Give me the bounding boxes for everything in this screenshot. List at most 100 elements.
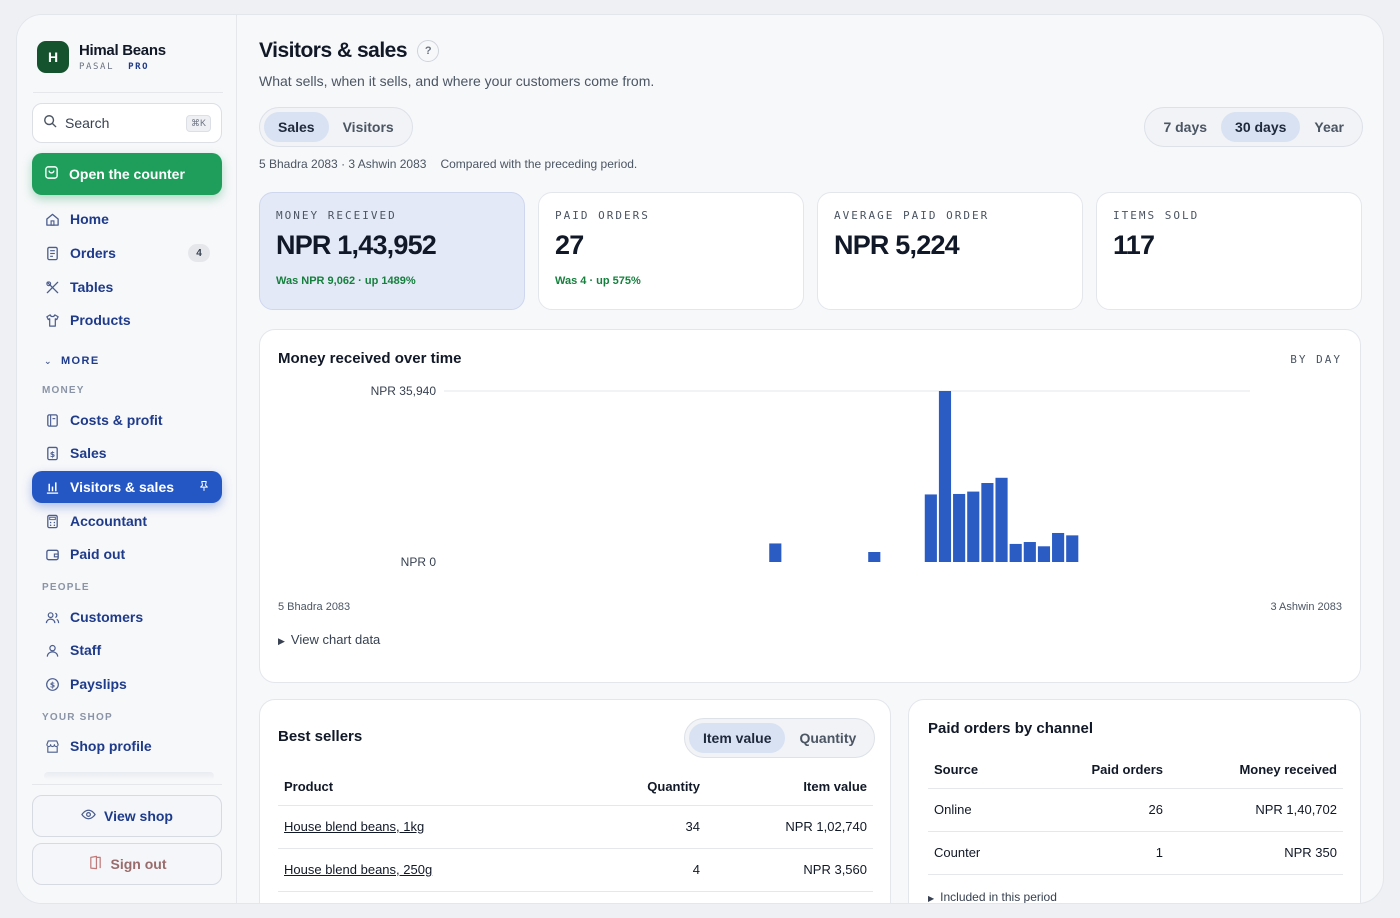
view-shop-button[interactable]: View shop [32, 795, 222, 837]
brand-logo: H [37, 41, 69, 73]
product-link[interactable]: House blend beans, 1kg [284, 819, 425, 834]
disclosure-triangle-icon: ▶ [278, 636, 285, 646]
col-paid-orders: Paid orders [1091, 762, 1163, 777]
open-counter-button[interactable]: Open the counter [32, 153, 222, 195]
col-source: Source [934, 762, 979, 777]
channel-orders: 26 [1148, 802, 1163, 817]
divider [32, 784, 222, 785]
section-money: MONEY [42, 385, 85, 396]
tab-sales[interactable]: Sales [264, 112, 329, 142]
channel-source: Counter [934, 845, 981, 860]
chart-bar[interactable] [1066, 535, 1079, 562]
tab-quantity[interactable]: Quantity [799, 730, 857, 746]
chart-bar[interactable] [938, 391, 952, 562]
chart-bar[interactable] [1037, 546, 1051, 562]
search-label: Search [65, 115, 110, 131]
sidebar: H Himal Beans PASAL PRO Search ⌘K Open t… [17, 15, 237, 903]
section-your-shop: YOUR SHOP [42, 712, 113, 723]
faded-nav-item [44, 772, 214, 780]
nav-visitors-sales[interactable]: Visitors & sales [32, 471, 222, 503]
brand[interactable]: H Himal Beans PASAL PRO [37, 41, 166, 73]
nav-products[interactable]: Products [32, 305, 222, 335]
chart-bar[interactable] [995, 477, 1008, 562]
help-icon[interactable]: ? [417, 40, 440, 62]
nav-orders[interactable]: Orders 4 [32, 238, 222, 268]
nav-customers[interactable]: Customers [32, 602, 222, 632]
kpi-average-paid-order[interactable]: AVERAGE PAID ORDER NPR 5,224 [817, 192, 1083, 310]
nav-paid-out[interactable]: Paid out [32, 539, 222, 569]
sign-out-button[interactable]: Sign out [32, 843, 222, 885]
divider [278, 848, 873, 849]
col-item-value[interactable]: Item value [803, 779, 867, 794]
pin-icon[interactable] [198, 479, 210, 495]
period-range: 5 Bhadra 2083 · 3 Ashwin 2083 [259, 157, 427, 171]
sign-out-label: Sign out [110, 856, 167, 872]
product-value: NPR 1,02,740 [785, 819, 867, 834]
chart-bar[interactable] [967, 491, 980, 562]
kpi-delta: Was NPR 9,062 · up 1489% [276, 275, 416, 287]
chart-bar[interactable] [769, 543, 782, 562]
chart-bar[interactable] [1052, 532, 1065, 562]
home-icon [44, 211, 60, 227]
channels-card: Paid orders by channel Source Paid order… [908, 699, 1361, 903]
users-icon [44, 609, 60, 625]
money-chart-card: Money received over time BY DAY NPR 35,9… [259, 329, 1361, 683]
range-tabs: 7 days 30 days Year [1144, 107, 1363, 147]
best-sellers-card: Best sellers Item value Quantity Product… [259, 699, 891, 903]
nav-tables[interactable]: Tables [32, 272, 222, 302]
chart-bar[interactable] [1023, 542, 1036, 562]
tab-7-days[interactable]: 7 days [1163, 119, 1208, 135]
user-icon [44, 642, 60, 658]
chart-bar[interactable] [981, 483, 994, 562]
tab-30-days[interactable]: 30 days [1221, 112, 1301, 142]
bar-chart-icon [44, 479, 60, 495]
chart-bar[interactable] [953, 493, 966, 562]
kpi-items-sold[interactable]: ITEMS SOLD 117 [1096, 192, 1362, 310]
calculator-icon [44, 513, 60, 529]
nav-payslips[interactable]: $ Payslips [32, 669, 222, 699]
chart-bar[interactable] [924, 494, 937, 562]
chart-bar[interactable] [1009, 543, 1022, 562]
kpi-paid-orders[interactable]: PAID ORDERS 27 Was 4 · up 575% [538, 192, 804, 310]
nav-staff[interactable]: Staff [32, 635, 222, 665]
tab-visitors[interactable]: Visitors [342, 119, 394, 135]
nav-costs-label: Costs & profit [70, 412, 163, 428]
nav-costs-profit[interactable]: Costs & profit [32, 405, 222, 435]
period-compare: Compared with the preceding period. [440, 157, 638, 171]
kpi-label: AVERAGE PAID ORDER [834, 209, 990, 222]
kpi-money-received[interactable]: MONEY RECEIVED NPR 1,43,952 Was NPR 9,06… [259, 192, 525, 310]
nav-shop-profile-label: Shop profile [70, 738, 152, 754]
divider [928, 874, 1343, 875]
tab-year[interactable]: Year [1314, 119, 1344, 135]
y-tick-label: NPR 0 [401, 555, 437, 569]
divider [278, 805, 873, 806]
nav-sales[interactable]: $ Sales [32, 438, 222, 468]
chart-bar[interactable] [868, 552, 881, 562]
nav-shop-profile[interactable]: Shop profile [32, 731, 222, 761]
nav-home[interactable]: Home [32, 204, 222, 234]
product-link[interactable]: House blend beans, 250g [284, 862, 433, 877]
search-shortcut: ⌘K [185, 114, 211, 132]
col-product[interactable]: Product [284, 779, 334, 794]
nav-accountant[interactable]: Accountant [32, 506, 222, 536]
included-toggle[interactable]: ▶ Included in this period [928, 890, 1057, 903]
search-icon [43, 114, 57, 133]
page-subtitle: What sells, when it sells, and where you… [259, 73, 655, 89]
search-input[interactable]: Search ⌘K [32, 103, 222, 143]
channel-orders: 1 [1155, 845, 1163, 860]
svg-text:$: $ [49, 680, 54, 689]
product-qty: 4 [692, 862, 700, 877]
divider [928, 831, 1343, 832]
utensils-icon [44, 279, 60, 295]
nav-visitors-label: Visitors & sales [70, 479, 175, 495]
col-money-received: Money received [1239, 762, 1337, 777]
receipt-icon [44, 245, 60, 261]
eye-icon [81, 807, 96, 825]
col-quantity[interactable]: Quantity [647, 779, 700, 794]
divider [278, 891, 873, 892]
view-chart-data-toggle[interactable]: ▶ View chart data [278, 632, 380, 647]
brand-sub-tier: PRO [128, 62, 150, 72]
tab-item-value[interactable]: Item value [689, 723, 786, 753]
more-toggle[interactable]: ⌄ MORE [44, 355, 100, 367]
x-axis-start: 5 Bhadra 2083 [278, 601, 351, 613]
